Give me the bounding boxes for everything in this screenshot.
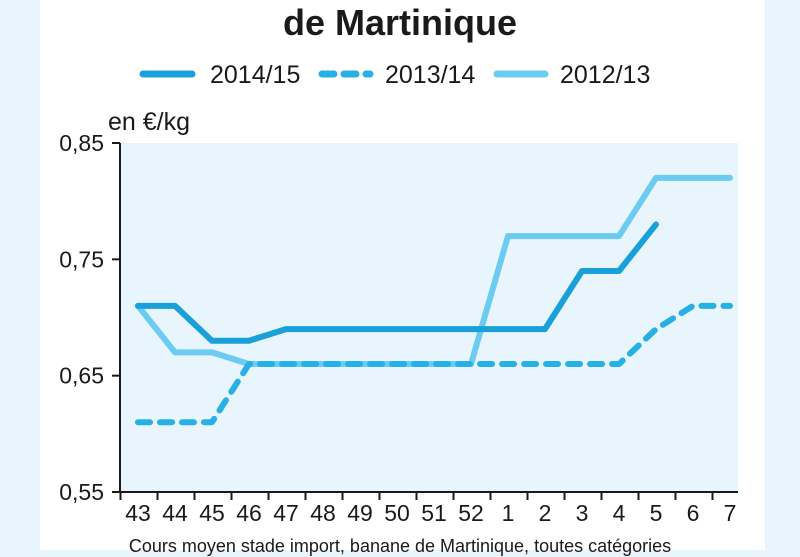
legend-label-2014-15: 2014/15 (210, 61, 300, 89)
x-tick-label: 7 (724, 500, 737, 526)
x-tick-label: 4 (613, 500, 626, 526)
series-layer (135, 174, 733, 426)
x-tick-label: 49 (347, 500, 373, 526)
plot-area (120, 143, 738, 492)
series-line-2014-15 (135, 221, 659, 344)
x-tick-label: 51 (421, 500, 447, 526)
chart-title: de Martinique (282, 2, 518, 43)
y-tick-label: 0,55 (59, 479, 104, 505)
x-tick-label: 48 (310, 500, 336, 526)
x-tick-label: 46 (236, 500, 262, 526)
legend: 2014/15 2013/14 2012/13 (139, 61, 650, 89)
x-tick-label: 50 (384, 500, 410, 526)
x-tick-label: 45 (199, 500, 225, 526)
x-tick-label: 6 (687, 500, 700, 526)
x-tick-label: 5 (650, 500, 663, 526)
chart-caption: Cours moyen stade import, banane de Mart… (128, 536, 672, 556)
x-tick-label: 3 (576, 500, 589, 526)
x-tick-label: 2 (539, 500, 552, 526)
legend-label-2013-14: 2013/14 (385, 61, 475, 89)
x-tick-label: 43 (125, 500, 151, 526)
x-tick-label: 1 (502, 500, 515, 526)
y-axis-unit-label: en €/kg (108, 108, 190, 136)
y-tick-label: 0,75 (59, 246, 104, 272)
x-tick-label: 52 (458, 500, 484, 526)
legend-label-2012-13: 2012/13 (560, 61, 650, 89)
x-tick-label: 47 (273, 500, 299, 526)
y-tick-label: 0,85 (59, 130, 104, 156)
series-line-2013-14 (135, 302, 733, 426)
x-tick-label: 44 (162, 500, 188, 526)
y-tick-label: 0,65 (59, 363, 104, 389)
